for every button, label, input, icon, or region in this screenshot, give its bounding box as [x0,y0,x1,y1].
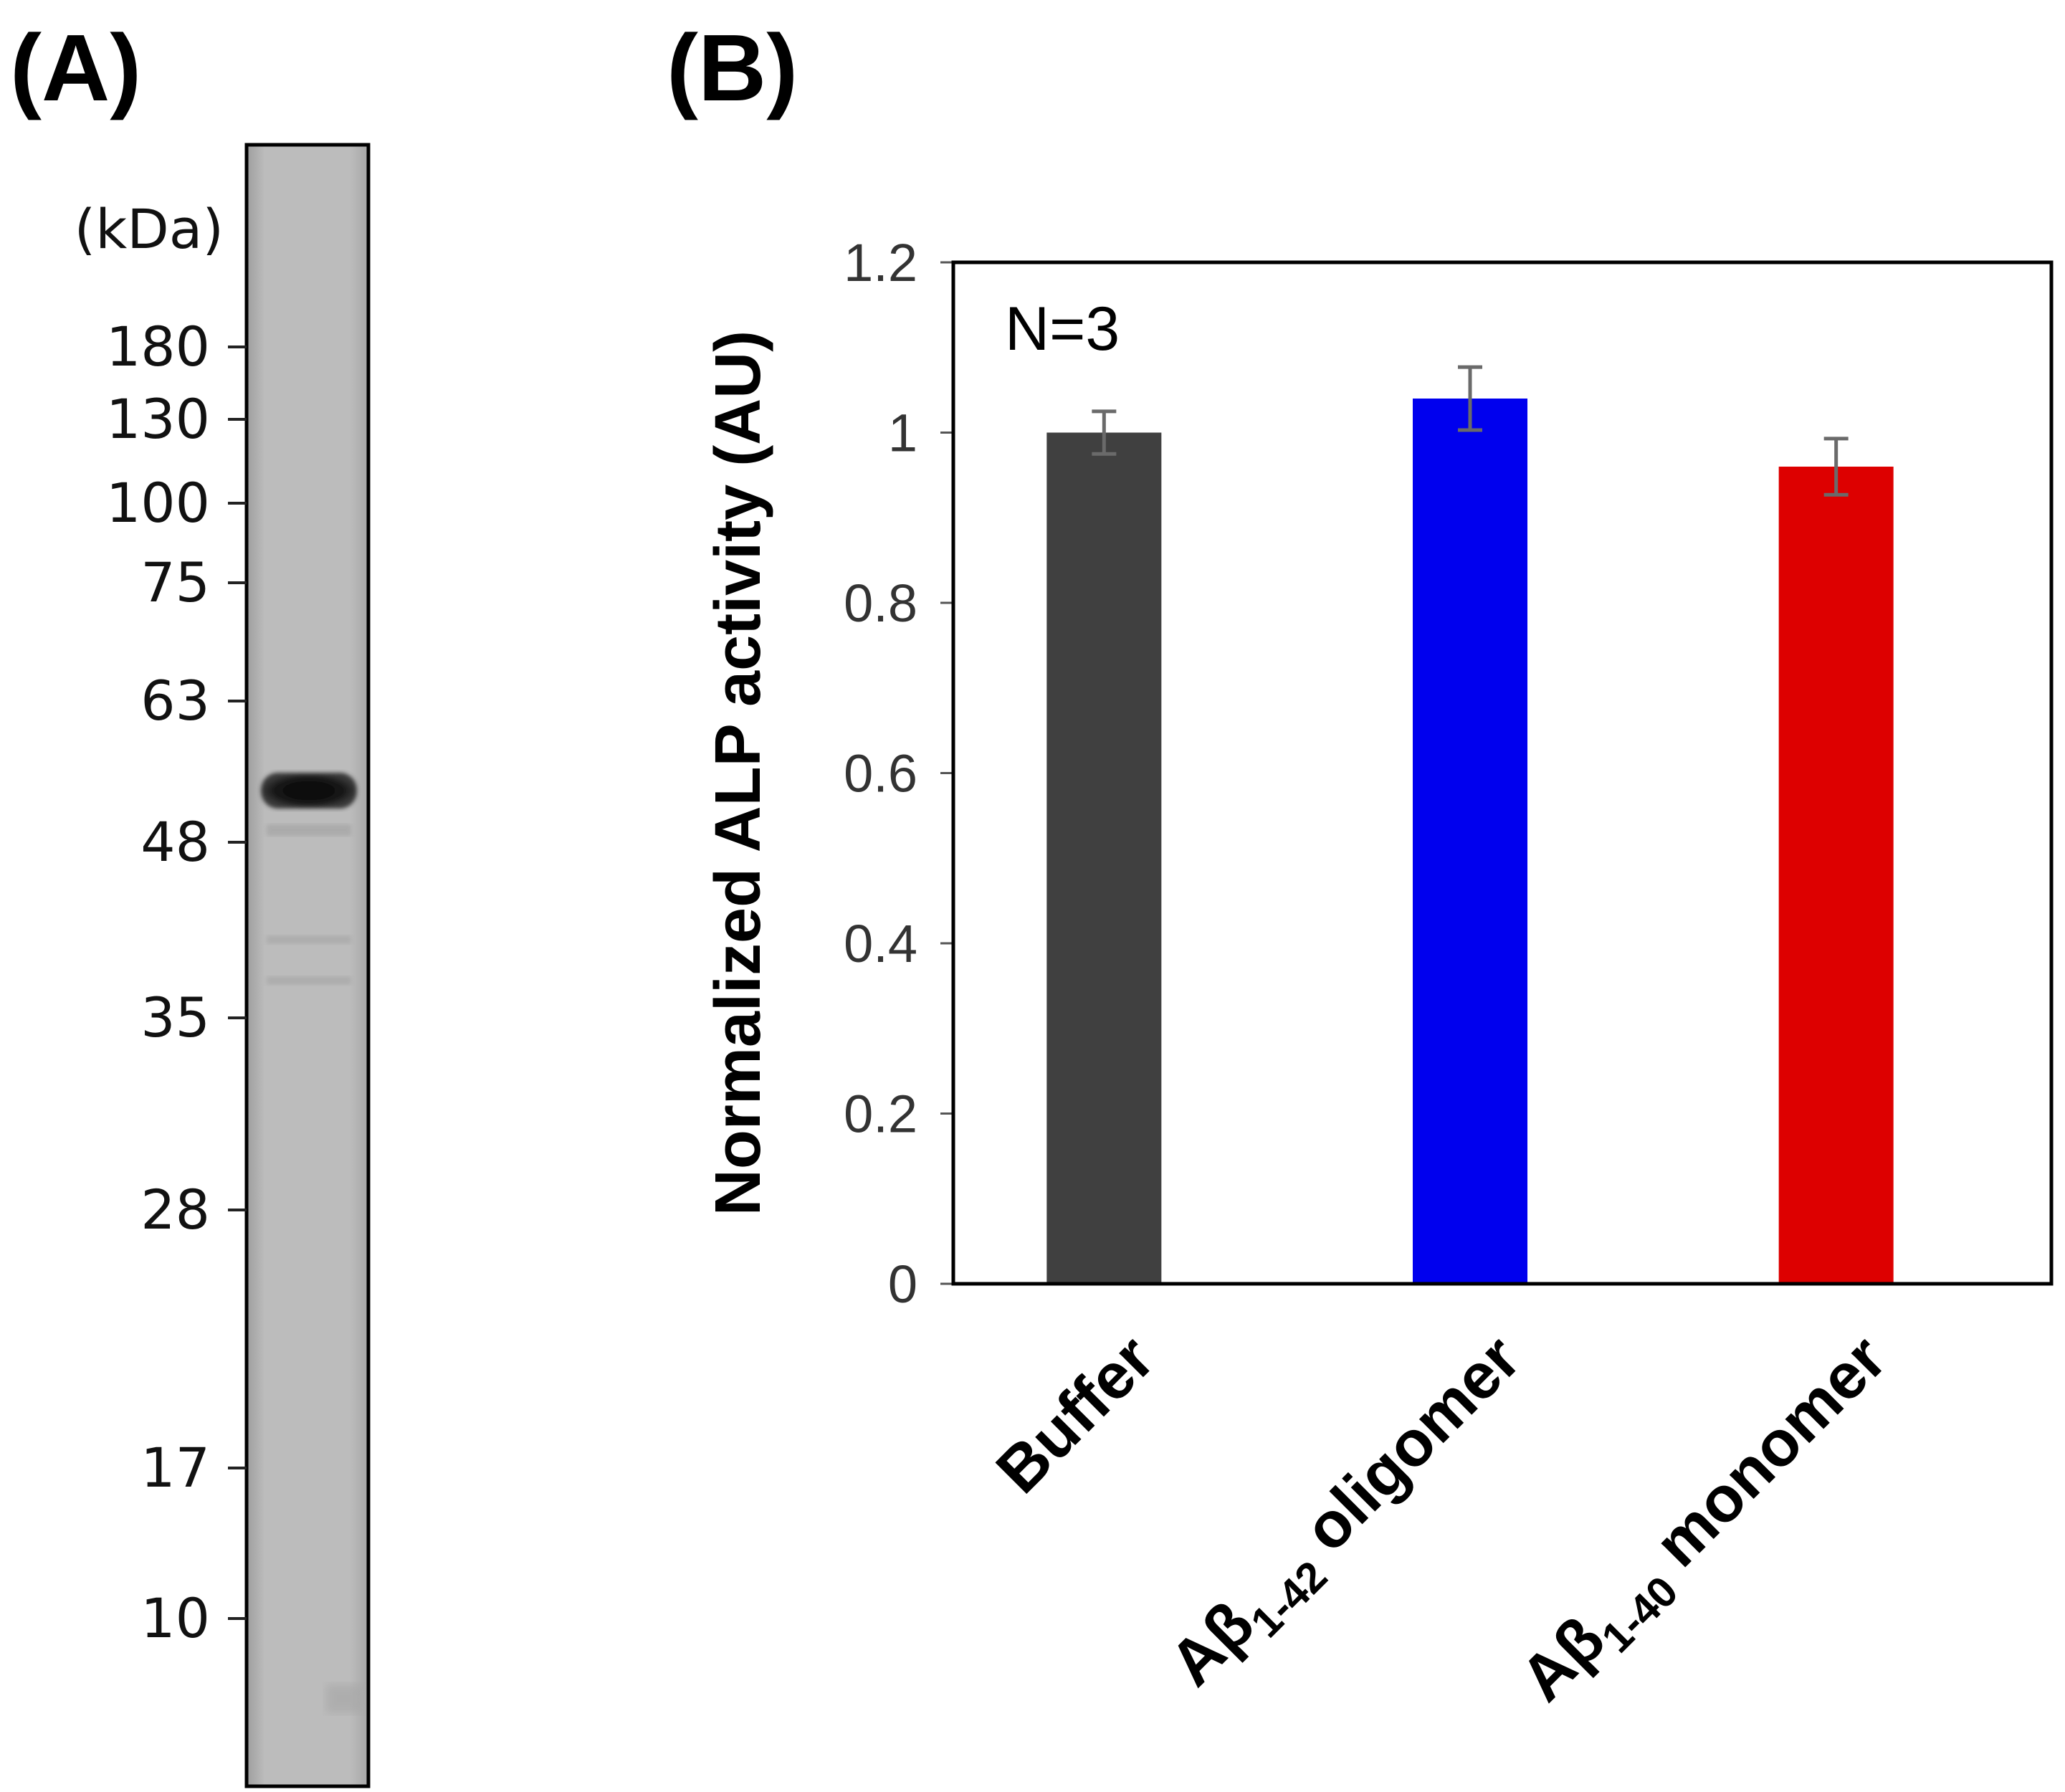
bar [1778,467,1894,1284]
gel-lane-border [244,143,371,1788]
gel-marker-label: 130 [106,387,210,451]
y-tick-label: 0.4 [844,914,917,973]
gel-marker-label: 10 [140,1586,210,1650]
gel-faint-band [267,935,351,944]
x-category-label: Buffer [983,1322,1168,1507]
gel-main-band [261,773,357,809]
y-axis-label: Normalized ALP activity (AU) [702,330,774,1216]
gel-marker-label: 100 [106,471,210,535]
gel-marker-group: 180 130 100 75 63 48 35 28 17 10 [106,315,247,1650]
bar-chart: Normalized ALP activity (AU) 00.20.40.60… [702,233,2054,1722]
y-tick-label: 0.8 [844,573,917,633]
x-category-rest: oligomer [1278,1322,1534,1578]
x-category-rest: monomer [1628,1322,1899,1593]
panel-b-label: (B) [667,15,798,120]
y-tick-label: 0.2 [844,1085,917,1144]
gel-marker-label: 75 [140,551,210,614]
y-tick-label: 0 [888,1254,917,1314]
x-category-main: Buffer [983,1322,1168,1507]
gel-marker-label: 63 [140,669,210,733]
gel-marker-label: 17 [140,1436,210,1500]
gel-marker-label: 180 [106,315,210,378]
y-tick-label: 0.6 [844,744,917,804]
gel-marker-label: 28 [140,1178,210,1241]
x-category-label: Aβ1-40 monomer [1507,1322,1908,1722]
gel-faint-band [267,976,351,985]
gel-faint-band [267,824,351,836]
gel-marker-label: 48 [140,810,210,874]
gel-lane [247,145,368,1786]
sample-size-annotation: N=3 [1005,295,1120,363]
x-category-label: Aβ1-42 oligomer [1156,1322,1541,1707]
bar-series [1046,365,1894,1284]
y-tick-label: 1.2 [844,233,917,292]
plot-frame [951,260,2054,1286]
panel-a-label: (A) [10,15,141,120]
gel-unit-label: (kDa) [75,197,224,261]
bar [1046,432,1162,1284]
bar [1413,399,1527,1284]
gel-panel: (kDa) 180 130 100 75 63 48 35 28 17 10 [75,143,371,1788]
y-axis-ticks: 0 0.2 0.4 0.6 0.8 1 1.2 [844,233,953,1314]
y-tick-label: 1 [888,404,917,463]
gel-marker-label: 35 [140,986,210,1049]
gel-smudge [326,1684,362,1713]
